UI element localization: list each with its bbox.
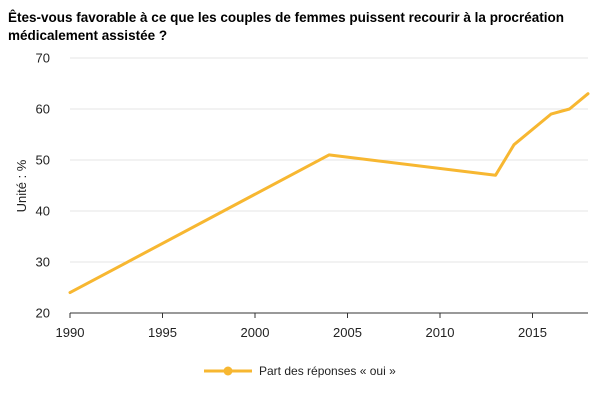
x-tick-label: 2000 bbox=[241, 325, 270, 340]
y-tick-label: 60 bbox=[36, 102, 50, 117]
x-tick-label: 2015 bbox=[518, 325, 547, 340]
y-tick-label: 70 bbox=[36, 51, 50, 66]
chart-title: Êtes-vous favorable à ce que les couples… bbox=[8, 10, 564, 43]
legend[interactable]: Part des réponses « oui » bbox=[204, 364, 396, 378]
x-tick-label: 1990 bbox=[56, 325, 85, 340]
y-tick-label: 40 bbox=[36, 204, 50, 219]
y-axis-ticks: 20 30 40 50 60 70 bbox=[36, 51, 50, 321]
y-tick-label: 50 bbox=[36, 153, 50, 168]
plot-area bbox=[68, 92, 590, 295]
series-line bbox=[68, 92, 590, 295]
y-tick-label: 30 bbox=[36, 255, 50, 270]
y-axis-label: Unité : % bbox=[14, 159, 29, 212]
x-axis-ticks: 1990 1995 2000 2005 2010 2015 bbox=[56, 313, 547, 340]
y-tick-label: 20 bbox=[36, 306, 50, 321]
legend-label: Part des réponses « oui » bbox=[259, 364, 396, 378]
x-tick-label: 2005 bbox=[333, 325, 362, 340]
x-tick-label: 2010 bbox=[426, 325, 455, 340]
x-tick-label: 1995 bbox=[148, 325, 177, 340]
legend-marker bbox=[223, 366, 233, 376]
grid-lines bbox=[70, 57, 588, 314]
